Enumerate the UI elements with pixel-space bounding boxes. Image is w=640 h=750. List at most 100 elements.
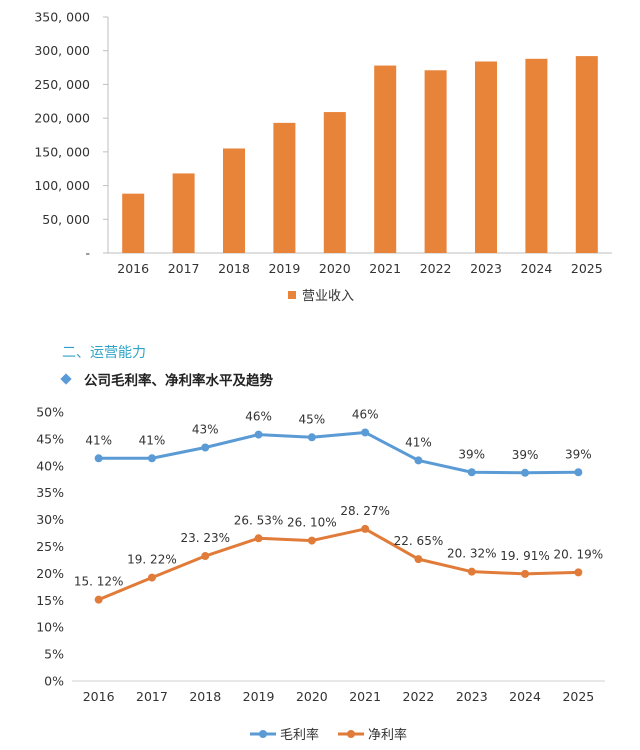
data-point	[307, 433, 316, 442]
data-point	[361, 428, 370, 437]
legend-swatch-revenue	[288, 291, 296, 299]
y-tick-label: 10%	[36, 620, 64, 635]
x-tick-label: 2020	[296, 689, 328, 704]
section-subheading: 公司毛利率、净利率水平及趋势	[84, 373, 273, 389]
x-tick-label: 2022	[403, 689, 435, 704]
x-tick-label: 2024	[520, 261, 552, 276]
x-tick-label: 2018	[189, 689, 221, 704]
x-tick-label: 2017	[136, 689, 168, 704]
data-label: 19. 91%	[500, 549, 550, 563]
x-tick-label: 2024	[509, 689, 541, 704]
series-line-gross-margin	[98, 430, 579, 475]
data-point	[414, 555, 423, 564]
legend-label: 净利率	[368, 727, 407, 743]
data-label: 28. 27%	[340, 504, 390, 518]
data-point	[307, 536, 316, 545]
x-tick-label: 2025	[562, 689, 594, 704]
series-line-net-margin	[98, 527, 579, 602]
x-tick-label: 2016	[117, 261, 149, 276]
data-label: 46%	[245, 410, 272, 424]
margin-line-chart: 0% 5% 10% 15% 20% 25% 30% 35% 40% 45% 50% 2016 2017 2…	[36, 405, 605, 743]
data-label: 45%	[299, 412, 326, 426]
data-point	[147, 573, 156, 582]
revenue-bar-chart: - 50, 000 100, 000 150, 000 200, 000 250, 000…	[34, 10, 612, 304]
data-label: 23. 23%	[180, 531, 230, 545]
data-label: 41%	[85, 433, 112, 447]
section-heading: 二、运营能力	[62, 345, 146, 361]
data-label: 41%	[405, 435, 432, 449]
data-label: 20. 19%	[554, 547, 604, 561]
data-label: 26. 53%	[234, 513, 284, 527]
y-tick-label: -	[85, 246, 90, 261]
y-tick-label: 40%	[36, 458, 64, 473]
x-tick-label: 2021	[349, 689, 381, 704]
y-tick-label: 30%	[36, 512, 64, 527]
data-point	[147, 454, 156, 463]
y-tick-label: 45%	[36, 431, 64, 446]
x-tick-label: 2023	[456, 689, 488, 704]
data-label: 39%	[458, 447, 485, 461]
legend-marker	[259, 730, 267, 738]
data-label: 39%	[565, 447, 592, 461]
revenue-bar	[424, 70, 447, 253]
y-tick-label: 35%	[36, 485, 64, 500]
data-point	[467, 567, 476, 576]
y-tick-label: 100, 000	[34, 178, 90, 193]
y-tick-label: 200, 000	[34, 111, 90, 126]
revenue-bar	[223, 148, 245, 253]
legend-label: 毛利率	[280, 727, 319, 743]
data-point	[254, 430, 263, 439]
data-point	[94, 454, 103, 463]
x-tick-label: 2025	[571, 261, 603, 276]
x-tick-label: 2021	[369, 261, 401, 276]
y-tick-label: 150, 000	[34, 144, 90, 159]
x-tick-label: 2018	[218, 261, 250, 276]
revenue-bar	[525, 58, 548, 254]
y-tick-label: 250, 000	[34, 77, 90, 92]
data-label: 46%	[352, 407, 379, 421]
data-label: 19. 22%	[127, 553, 177, 567]
data-point	[201, 552, 210, 561]
data-label: 22. 65%	[394, 534, 444, 548]
revenue-bar	[172, 173, 195, 253]
revenue-bar	[475, 61, 497, 254]
data-label: 26. 10%	[287, 516, 337, 530]
revenue-bar	[575, 56, 598, 254]
y-tick-label: 0%	[44, 674, 64, 689]
data-point	[254, 534, 263, 543]
y-tick-label: 15%	[36, 593, 64, 608]
y-tick-label: 300, 000	[34, 43, 90, 58]
revenue-bar	[122, 193, 145, 253]
x-tick-label: 2023	[470, 261, 502, 276]
data-label: 20. 32%	[447, 547, 497, 561]
data-point	[521, 569, 530, 578]
y-tick-label: 5%	[44, 647, 64, 662]
data-label: 41%	[139, 433, 166, 447]
revenue-bar	[323, 112, 346, 254]
data-point	[414, 456, 423, 465]
data-point	[361, 524, 370, 533]
section-subheading-row: 公司毛利率、净利率水平及趋势	[60, 369, 273, 389]
data-point	[201, 443, 210, 452]
data-point	[467, 468, 476, 477]
revenue-bar	[273, 122, 296, 253]
x-tick-label: 2016	[83, 689, 115, 704]
legend-label-revenue: 营业收入	[302, 289, 354, 304]
y-tick-label: 350, 000	[34, 10, 90, 25]
data-point	[521, 468, 530, 477]
data-label: 15. 12%	[74, 575, 124, 589]
y-tick-label: 25%	[36, 539, 64, 554]
x-tick-label: 2017	[168, 261, 200, 276]
data-point	[574, 568, 583, 577]
data-point	[94, 595, 103, 604]
x-tick-label: 2019	[268, 261, 300, 276]
revenue-bar	[374, 65, 397, 253]
data-point	[574, 468, 583, 477]
y-tick-label: 50%	[36, 405, 64, 420]
y-tick-label: 20%	[36, 566, 64, 581]
diamond-bullet-icon	[60, 373, 72, 385]
y-tick-label: 50, 000	[42, 212, 90, 227]
x-tick-label: 2019	[243, 689, 275, 704]
legend-marker	[347, 730, 355, 738]
data-label: 43%	[192, 423, 219, 437]
